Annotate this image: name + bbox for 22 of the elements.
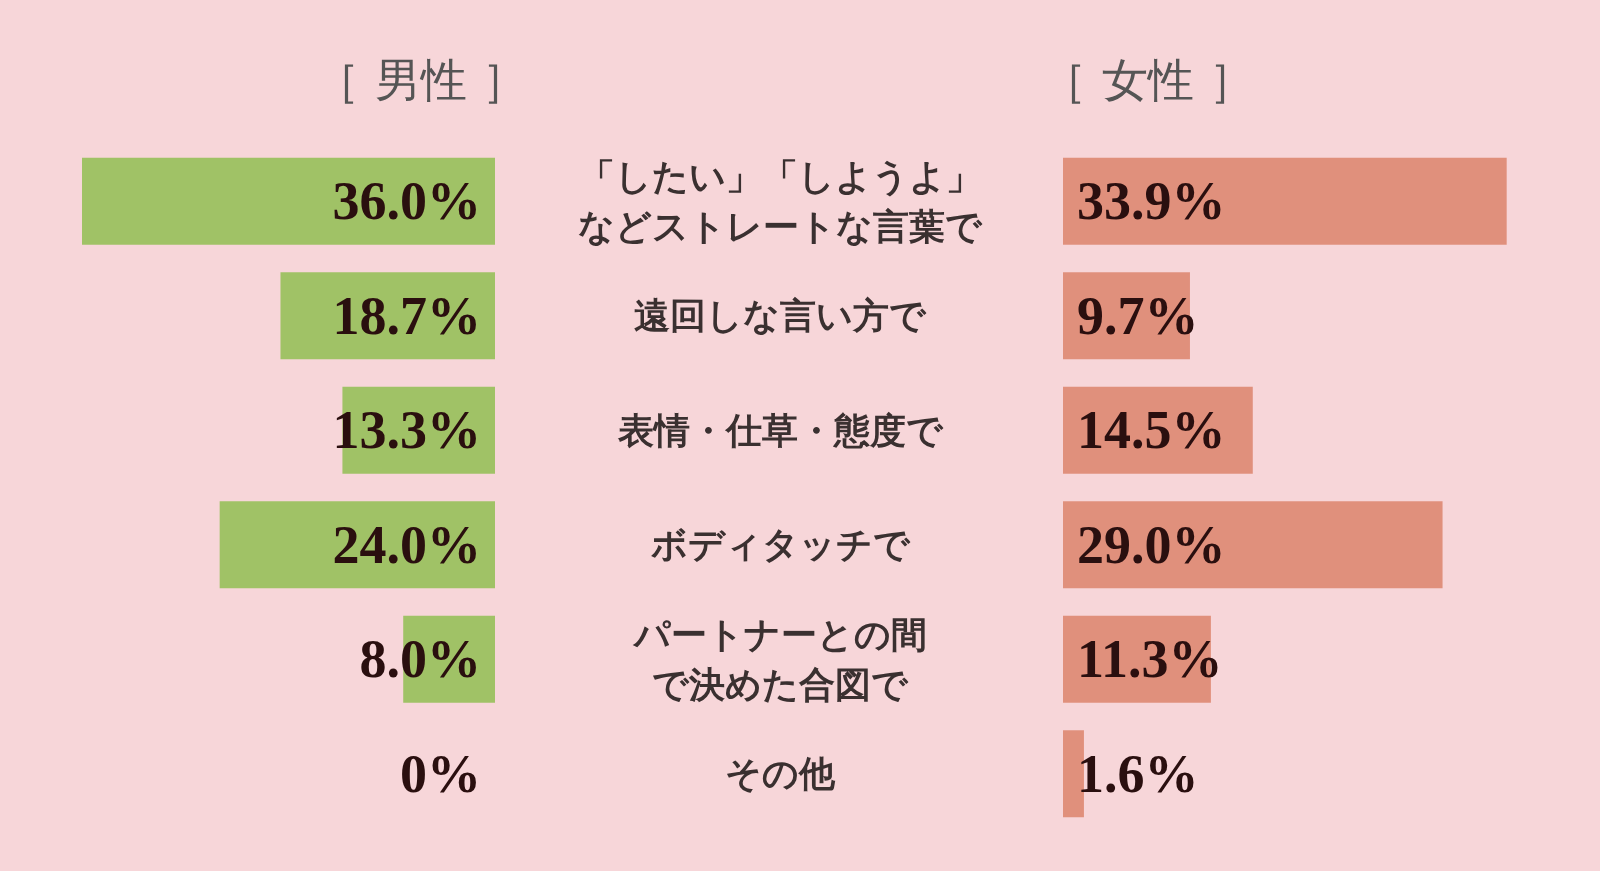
- y-tick-label: パートナーとの間で決めた合図で: [631, 613, 927, 705]
- chart-title: ［ 女性 ］: [1041, 53, 1255, 107]
- data-label: 9.7%: [1077, 285, 1199, 346]
- data-label: 14.5%: [1077, 400, 1226, 461]
- data-label: 29.0%: [1077, 514, 1226, 575]
- y-tick-label: 「したい」「しようよ」などストレートな言葉で: [578, 155, 983, 247]
- y-tick-label: その他: [725, 753, 836, 795]
- data-label: 11.3%: [1077, 629, 1223, 690]
- chart-title: ［ 男性 ］: [314, 53, 528, 107]
- data-label: 24.0%: [332, 514, 481, 575]
- data-label: 36.0%: [332, 171, 481, 232]
- data-label: 0%: [400, 743, 481, 804]
- bar: [1063, 501, 1443, 589]
- y-tick-label: 遠回しな言い方で: [634, 295, 927, 337]
- y-tick-label: 表情・仕草・態度で: [616, 409, 944, 451]
- bar: [1063, 157, 1507, 245]
- y-tick-label: ボディタッチで: [650, 524, 911, 566]
- bar: [82, 157, 495, 245]
- data-label: 18.7%: [332, 285, 481, 346]
- data-label: 33.9%: [1077, 171, 1226, 232]
- data-label: 1.6%: [1077, 743, 1199, 804]
- bar: [219, 501, 495, 589]
